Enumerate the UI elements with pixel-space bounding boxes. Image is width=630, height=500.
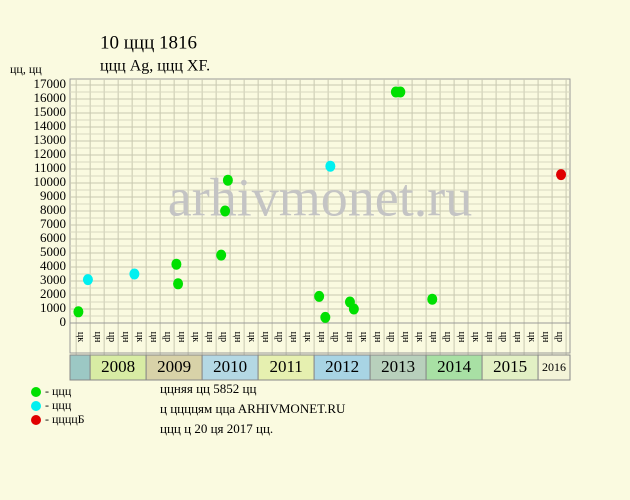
column-label: цн [484,332,495,343]
point [314,290,325,302]
y-tick-label: 10000 [34,174,67,189]
point [73,306,84,318]
legend-marker [31,401,41,411]
y-tick-label: 9000 [40,188,66,203]
year-label: 2015 [493,357,527,376]
year-band [69,354,91,381]
y-tick-label: 16000 [34,90,67,105]
legend-label: - ццц [45,398,72,412]
column-label: цн [204,332,215,343]
point [348,303,359,315]
column-label: цн [176,332,187,343]
year-label: 2013 [381,357,415,376]
column-label: цн [92,332,103,343]
y-axis-label: цц, цц [10,62,42,76]
point [82,274,93,286]
column-label: цк [134,332,145,342]
footer-text: ц ццццям ццa ARHIVMONET.RU [160,401,346,416]
column-label-box [69,322,571,354]
column-label: цн [372,332,383,343]
point [320,311,331,323]
column-label: цн [288,332,299,343]
y-tick-label: 1000 [40,300,66,315]
y-tick-label: 8000 [40,202,66,217]
y-tick-label: 17000 [34,76,67,91]
column-label: цк [470,332,481,342]
year-band [425,354,483,381]
column-label: цк [75,332,86,342]
legend-marker [31,415,41,425]
point [173,278,184,290]
column-label: цн [344,332,355,343]
column-label: цр [106,332,117,342]
column-label: цр [274,332,285,342]
column-label: цр [498,332,509,342]
column-label: цн [540,332,551,343]
column-label: цн [428,332,439,343]
point [171,258,182,270]
column-label: цн [120,332,131,343]
column-label: цн [400,332,411,343]
footer-text: ццц ц 20 ця 2017 цц. [160,421,273,436]
y-tick-label: 15000 [34,104,67,119]
y-tick-label: 7000 [40,216,66,231]
year-label: 2016 [542,360,566,374]
y-tick-label: 3000 [40,272,66,287]
y-tick-label: 14000 [34,118,67,133]
column-label: цн [148,332,159,343]
year-label: 2012 [325,357,359,376]
chart-title: 10 ццц 1816 [100,32,197,53]
year-label: 2010 [213,357,247,376]
column-label: цр [554,332,565,342]
point [325,160,336,172]
y-tick-label: 4000 [40,258,66,273]
chart-subtitle: ццц Ag, ццц XF. [100,58,210,75]
column-label: цн [316,332,327,343]
year-label: 2008 [101,357,135,376]
y-tick-label: 2000 [40,286,66,301]
column-label: цн [260,332,271,343]
year-band [369,354,427,381]
column-label: цр [386,332,397,342]
year-band [89,354,147,381]
legend-marker [31,387,41,397]
column-label: цк [526,332,537,342]
column-label: цк [246,332,257,342]
column-label: цр [162,332,173,342]
point [216,249,227,261]
y-tick-label: 13000 [34,132,67,147]
column-label: цк [414,332,425,342]
column-label: цн [232,332,243,343]
y-tick-label: 12000 [34,146,67,161]
year-label: 2014 [437,357,472,376]
watermark: arhivmonet.ru [168,167,472,227]
legend-label: - ццц [45,384,72,398]
point [220,205,231,217]
point [556,169,567,181]
column-label: цр [442,332,453,342]
point [427,293,438,305]
column-label: цр [218,332,229,342]
point [395,86,406,98]
column-label: цк [190,332,201,342]
legend-label: - ццццБ [45,412,85,426]
column-label: цн [456,332,467,343]
column-label: цк [302,332,313,342]
y-tick-label: 0 [60,314,67,329]
column-label: цк [358,332,369,342]
point [222,174,233,186]
footer-text: ццняя цц 5852 цц [160,381,256,396]
column-label: цр [330,332,341,342]
y-tick-label: 5000 [40,244,66,259]
year-label: 2011 [269,357,302,376]
year-band [537,354,571,381]
y-tick-label: 11000 [34,160,66,175]
y-tick-label: 6000 [40,230,66,245]
column-label: цн [512,332,523,343]
point [129,268,140,280]
year-label: 2009 [157,357,191,376]
